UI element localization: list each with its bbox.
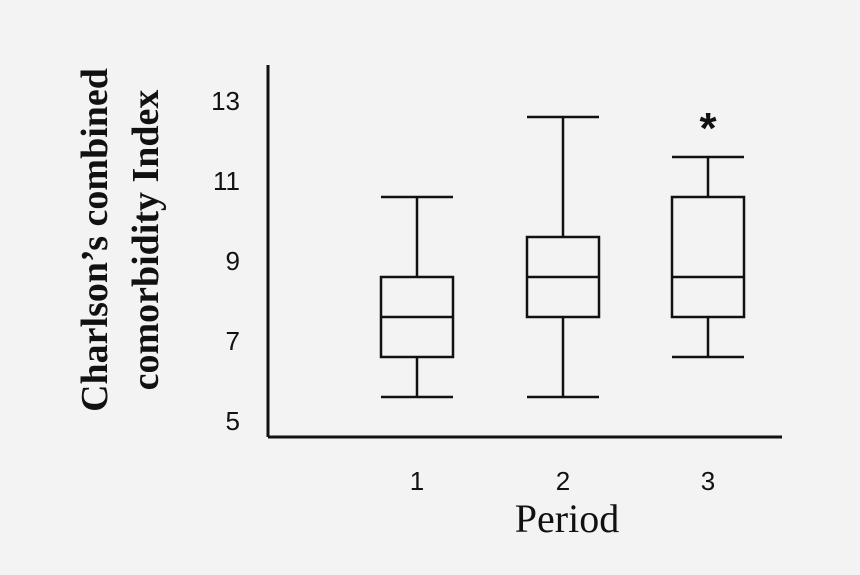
box-period-3: * [670, 104, 746, 359]
box-period-2 [525, 115, 601, 399]
y-tick-label-7: 7 [226, 326, 240, 356]
y-tick-label-9: 9 [226, 246, 240, 276]
y-axis-ticks: 5 7 9 11 13 [211, 86, 240, 436]
y-axis-title: Charlson’s combined comorbidity Index [74, 68, 167, 412]
box-series: * [379, 104, 746, 399]
y-tick-label-5: 5 [226, 406, 240, 436]
significance-asterisk: * [699, 104, 717, 153]
x-tick-label-2: 2 [556, 466, 570, 496]
y-axis-title-line-1: Charlson’s combined [74, 68, 116, 412]
y-axis-title-line-2: comorbidity Index [125, 90, 167, 391]
x-tick-label-1: 1 [410, 466, 424, 496]
box-period-1 [379, 195, 455, 399]
x-axis-title: Period [515, 496, 619, 541]
y-tick-label-11: 11 [213, 166, 240, 196]
y-tick-label-13: 13 [211, 86, 240, 116]
x-tick-label-3: 3 [701, 466, 715, 496]
interquartile-box [670, 195, 746, 319]
x-axis-ticks: 1 2 3 [410, 466, 715, 496]
